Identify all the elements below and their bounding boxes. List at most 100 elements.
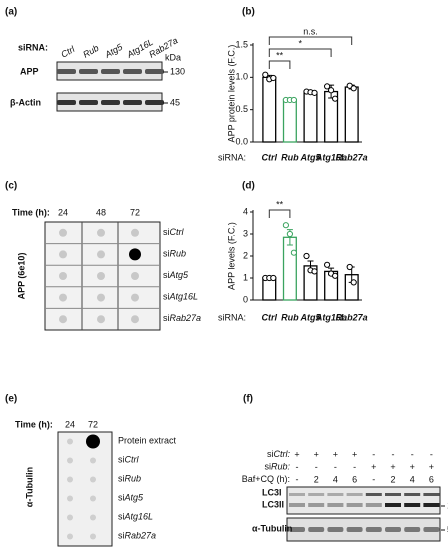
band [123,100,142,105]
data-point [332,95,339,102]
label: 4 [243,206,248,216]
band [404,503,421,507]
panel-label: (a) [5,7,17,18]
label: siRNA: [218,312,246,322]
dot [86,434,100,449]
label: Rub [281,152,299,162]
label: siRNA: [218,152,246,162]
band [145,69,164,74]
band [346,493,363,496]
band [327,503,344,507]
label: 3 [243,228,248,238]
label: 0 [243,294,248,304]
label: - [411,449,414,459]
label: + [371,462,376,472]
row-label: Protein extract [118,436,177,446]
label: + [333,449,338,459]
label: Rab27a [336,152,368,162]
prefix: si [267,449,274,459]
label: 1.5 [235,39,248,49]
name: Rab27a [170,314,202,324]
label: 2 [390,474,395,484]
data-point [290,249,297,256]
dot [131,315,139,324]
row-label: siAtg16L [163,292,198,302]
band [423,503,440,507]
data-point [350,85,357,92]
dot [90,533,96,540]
dot [67,533,73,540]
panel-label: (c) [5,181,17,192]
dot [129,248,141,261]
name: Ctrl: [274,449,291,459]
label: APP levels (F.C.) [226,222,236,290]
label: 0.5 [235,104,248,114]
prefix: si [118,455,125,465]
band [308,527,325,532]
row-label: siRub [163,249,186,259]
name: Baf+CQ (h): [242,474,290,484]
label: 4 [333,474,338,484]
dot [131,272,139,280]
dot [131,228,139,237]
label: LC3I [262,487,282,497]
row-label: siCtrl [163,227,184,237]
dot [90,495,96,502]
name: Ctrl [170,227,185,237]
dot [59,228,67,237]
label: 1.0 [235,72,248,82]
dot [97,315,105,324]
name: Protein extract [118,436,177,446]
band [145,100,164,105]
band [327,493,344,496]
label: 48 [96,207,106,217]
panel-label: (e) [5,394,17,405]
label: ** [276,199,284,209]
band [423,493,440,496]
label: - [430,449,433,459]
band [365,527,382,532]
label: 45 [170,97,180,107]
band [101,100,120,105]
dot-blot [57,431,113,547]
data-point [290,96,297,104]
data-point [311,268,318,275]
name: Rub [125,474,142,484]
prefix: si [163,292,170,302]
name: Atg5 [124,493,145,503]
blot [286,486,441,515]
blot [286,517,441,542]
band [289,527,305,532]
band [57,69,76,74]
bar [282,236,297,301]
band [385,503,401,507]
label: Atg16L [315,152,347,162]
data-point [350,279,357,286]
label: β-Actin [10,97,41,107]
label: - [315,462,318,472]
band [289,503,305,507]
label: + [390,462,395,472]
label: - [372,474,375,484]
label: 72 [88,419,98,429]
label: Rub [81,43,100,60]
dot [97,272,105,280]
label: 1 [243,272,248,282]
name: Rab27a [125,531,157,541]
band [79,69,98,74]
bar [262,76,277,143]
data-point [311,89,318,96]
label: - [334,462,337,472]
prefix: si [118,493,125,503]
label: APP (6e10) [16,253,26,300]
label: - [372,449,375,459]
band [289,493,305,496]
data-point [324,83,331,90]
label: Atg16L [315,312,347,322]
band [423,527,440,532]
band [346,503,363,507]
band [308,493,325,496]
label: APP [20,66,39,76]
label: α-Tubulin [252,523,292,533]
row-label: siRub [118,474,141,484]
